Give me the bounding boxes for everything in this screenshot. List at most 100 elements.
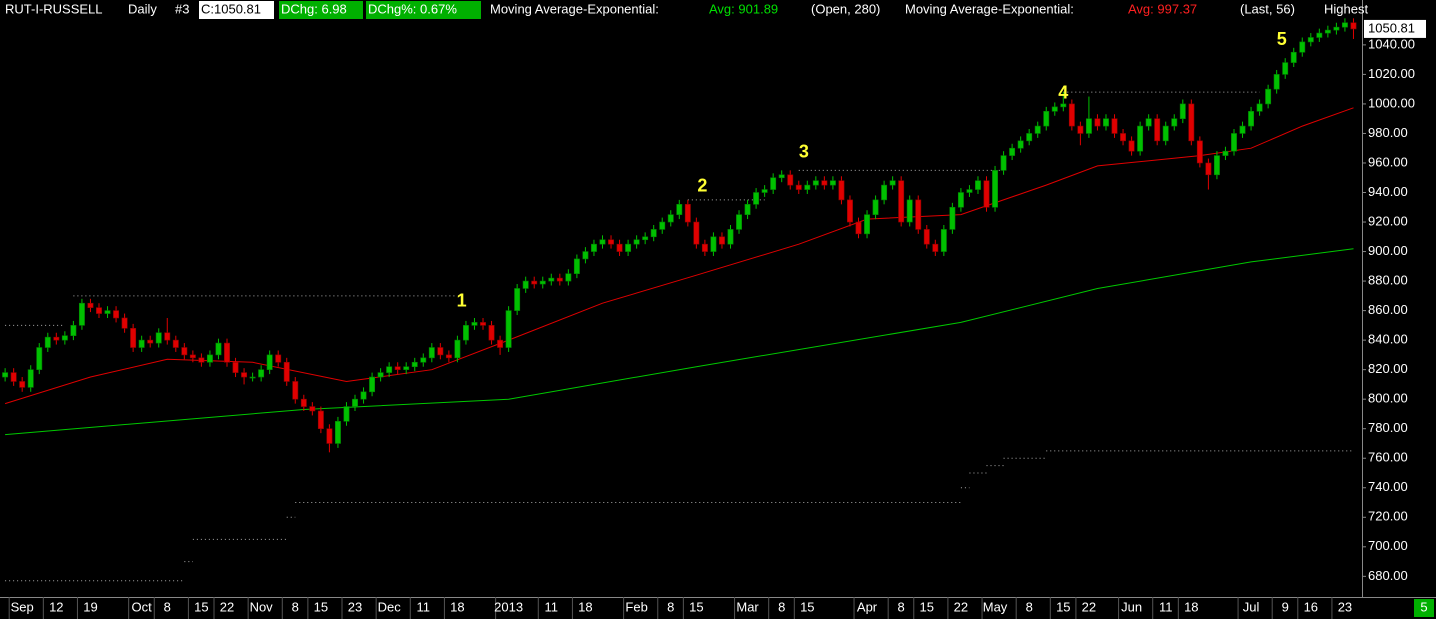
x-tick-label: 22 [1082,599,1096,614]
y-tick-label: 960.00 [1368,154,1408,169]
candle-body [1068,103,1075,127]
wave-label: 2 [697,175,707,195]
candle-body [940,229,947,252]
candle-body [1205,162,1212,176]
ma1-avg: Avg: 901.89 [709,1,778,16]
x-tick-label: 8 [1026,599,1033,614]
candle-body [420,357,427,363]
candle-body [1333,26,1340,31]
candle-body [1111,118,1118,134]
dchg-pct-label: DChg%: 0.67% [368,1,457,16]
x-tick-label: 2013 [494,599,523,614]
last-price-label: 1050.81 [1368,20,1415,35]
y-tick-label: 880.00 [1368,273,1408,288]
y-tick-label: 980.00 [1368,125,1408,140]
candle-body [684,204,691,223]
candle-body [27,369,34,388]
x-tick-label: Jun [1121,599,1142,614]
window: #3 [175,1,189,16]
x-tick-label: 8 [778,599,785,614]
y-tick-label: 920.00 [1368,213,1408,228]
x-tick-label: Apr [857,599,878,614]
candle-body [232,361,239,373]
x-tick-label: 15 [920,599,934,614]
x-tick-label: May [983,599,1008,614]
ma2-params: (Last, 56) [1240,1,1295,16]
candle-body [770,177,777,190]
candle-body [96,307,102,314]
candle-body [1316,32,1323,38]
candle-body [1009,147,1016,156]
candle-body [727,229,734,245]
candle-body [1265,88,1272,105]
candle-body [1273,74,1280,90]
wave-label: 1 [457,290,467,310]
candle-body [1282,62,1289,75]
candle-body [10,372,17,382]
candle-body [1299,41,1306,53]
candle-body [1256,103,1263,112]
candle-body [1017,140,1024,149]
plot: 680.00 700.00 720.00 740.00 760.00 780.00 800.… [2,18,1426,619]
candle-body [1188,103,1195,142]
candle-body [864,214,870,235]
candle-body [898,180,905,223]
candle-body [19,381,26,388]
candle-body [309,406,316,412]
close-label: C:1050.81 [201,1,261,16]
candle-body [189,354,196,359]
candle-body [719,236,725,245]
candle-body [565,273,572,282]
dchg-pct-box [366,1,481,19]
ma2-avg: Avg: 997.37 [1128,1,1197,16]
candle-body [428,347,435,359]
candle-body [258,369,265,378]
x-tick-label: 15 [314,599,328,614]
candle-body [300,398,307,407]
candle-body [70,325,77,337]
y-tick-label: 900.00 [1368,243,1408,258]
x-tick-label: 12 [49,599,63,614]
candle-body [394,366,401,370]
candle-body [881,184,888,201]
candle-body [1085,118,1092,134]
candle-body [1051,106,1058,112]
candle-body [377,372,384,378]
candle-body [1000,155,1007,171]
ma1-name: Moving Average-Exponential: [490,1,659,16]
candle-body [1196,140,1203,164]
candle-body [198,357,205,363]
candle-body [1213,155,1220,176]
y-tick-label: 1020.00 [1368,66,1415,81]
candle-body [778,174,785,179]
close-box [199,1,274,19]
y-tick-label: 840.00 [1368,332,1408,347]
candle-body [599,239,606,245]
candle-body [2,372,9,378]
candle-body [957,192,964,208]
candle-body [616,243,623,252]
candle-body [113,310,120,319]
candle-body [505,310,512,348]
candle-body [923,229,930,245]
candle-body [906,199,913,223]
candle-body [744,204,751,215]
candle-body [1094,118,1101,127]
x-tick-label: 18 [450,599,464,614]
candle-body [514,288,521,311]
candle-body [983,180,990,208]
candle-body [710,236,717,252]
x-tick-label: Feb [625,599,647,614]
y-tick-label: 940.00 [1368,184,1408,199]
candle-body [241,372,248,378]
candle-body [471,322,478,326]
y-tick-label: 800.00 [1368,391,1408,406]
x-tick-label: Nov [250,599,274,614]
last-price-box [1364,19,1426,38]
candle-body [966,189,973,193]
candle-body [488,325,495,341]
candle-body [463,325,469,341]
candle-body [411,361,418,368]
